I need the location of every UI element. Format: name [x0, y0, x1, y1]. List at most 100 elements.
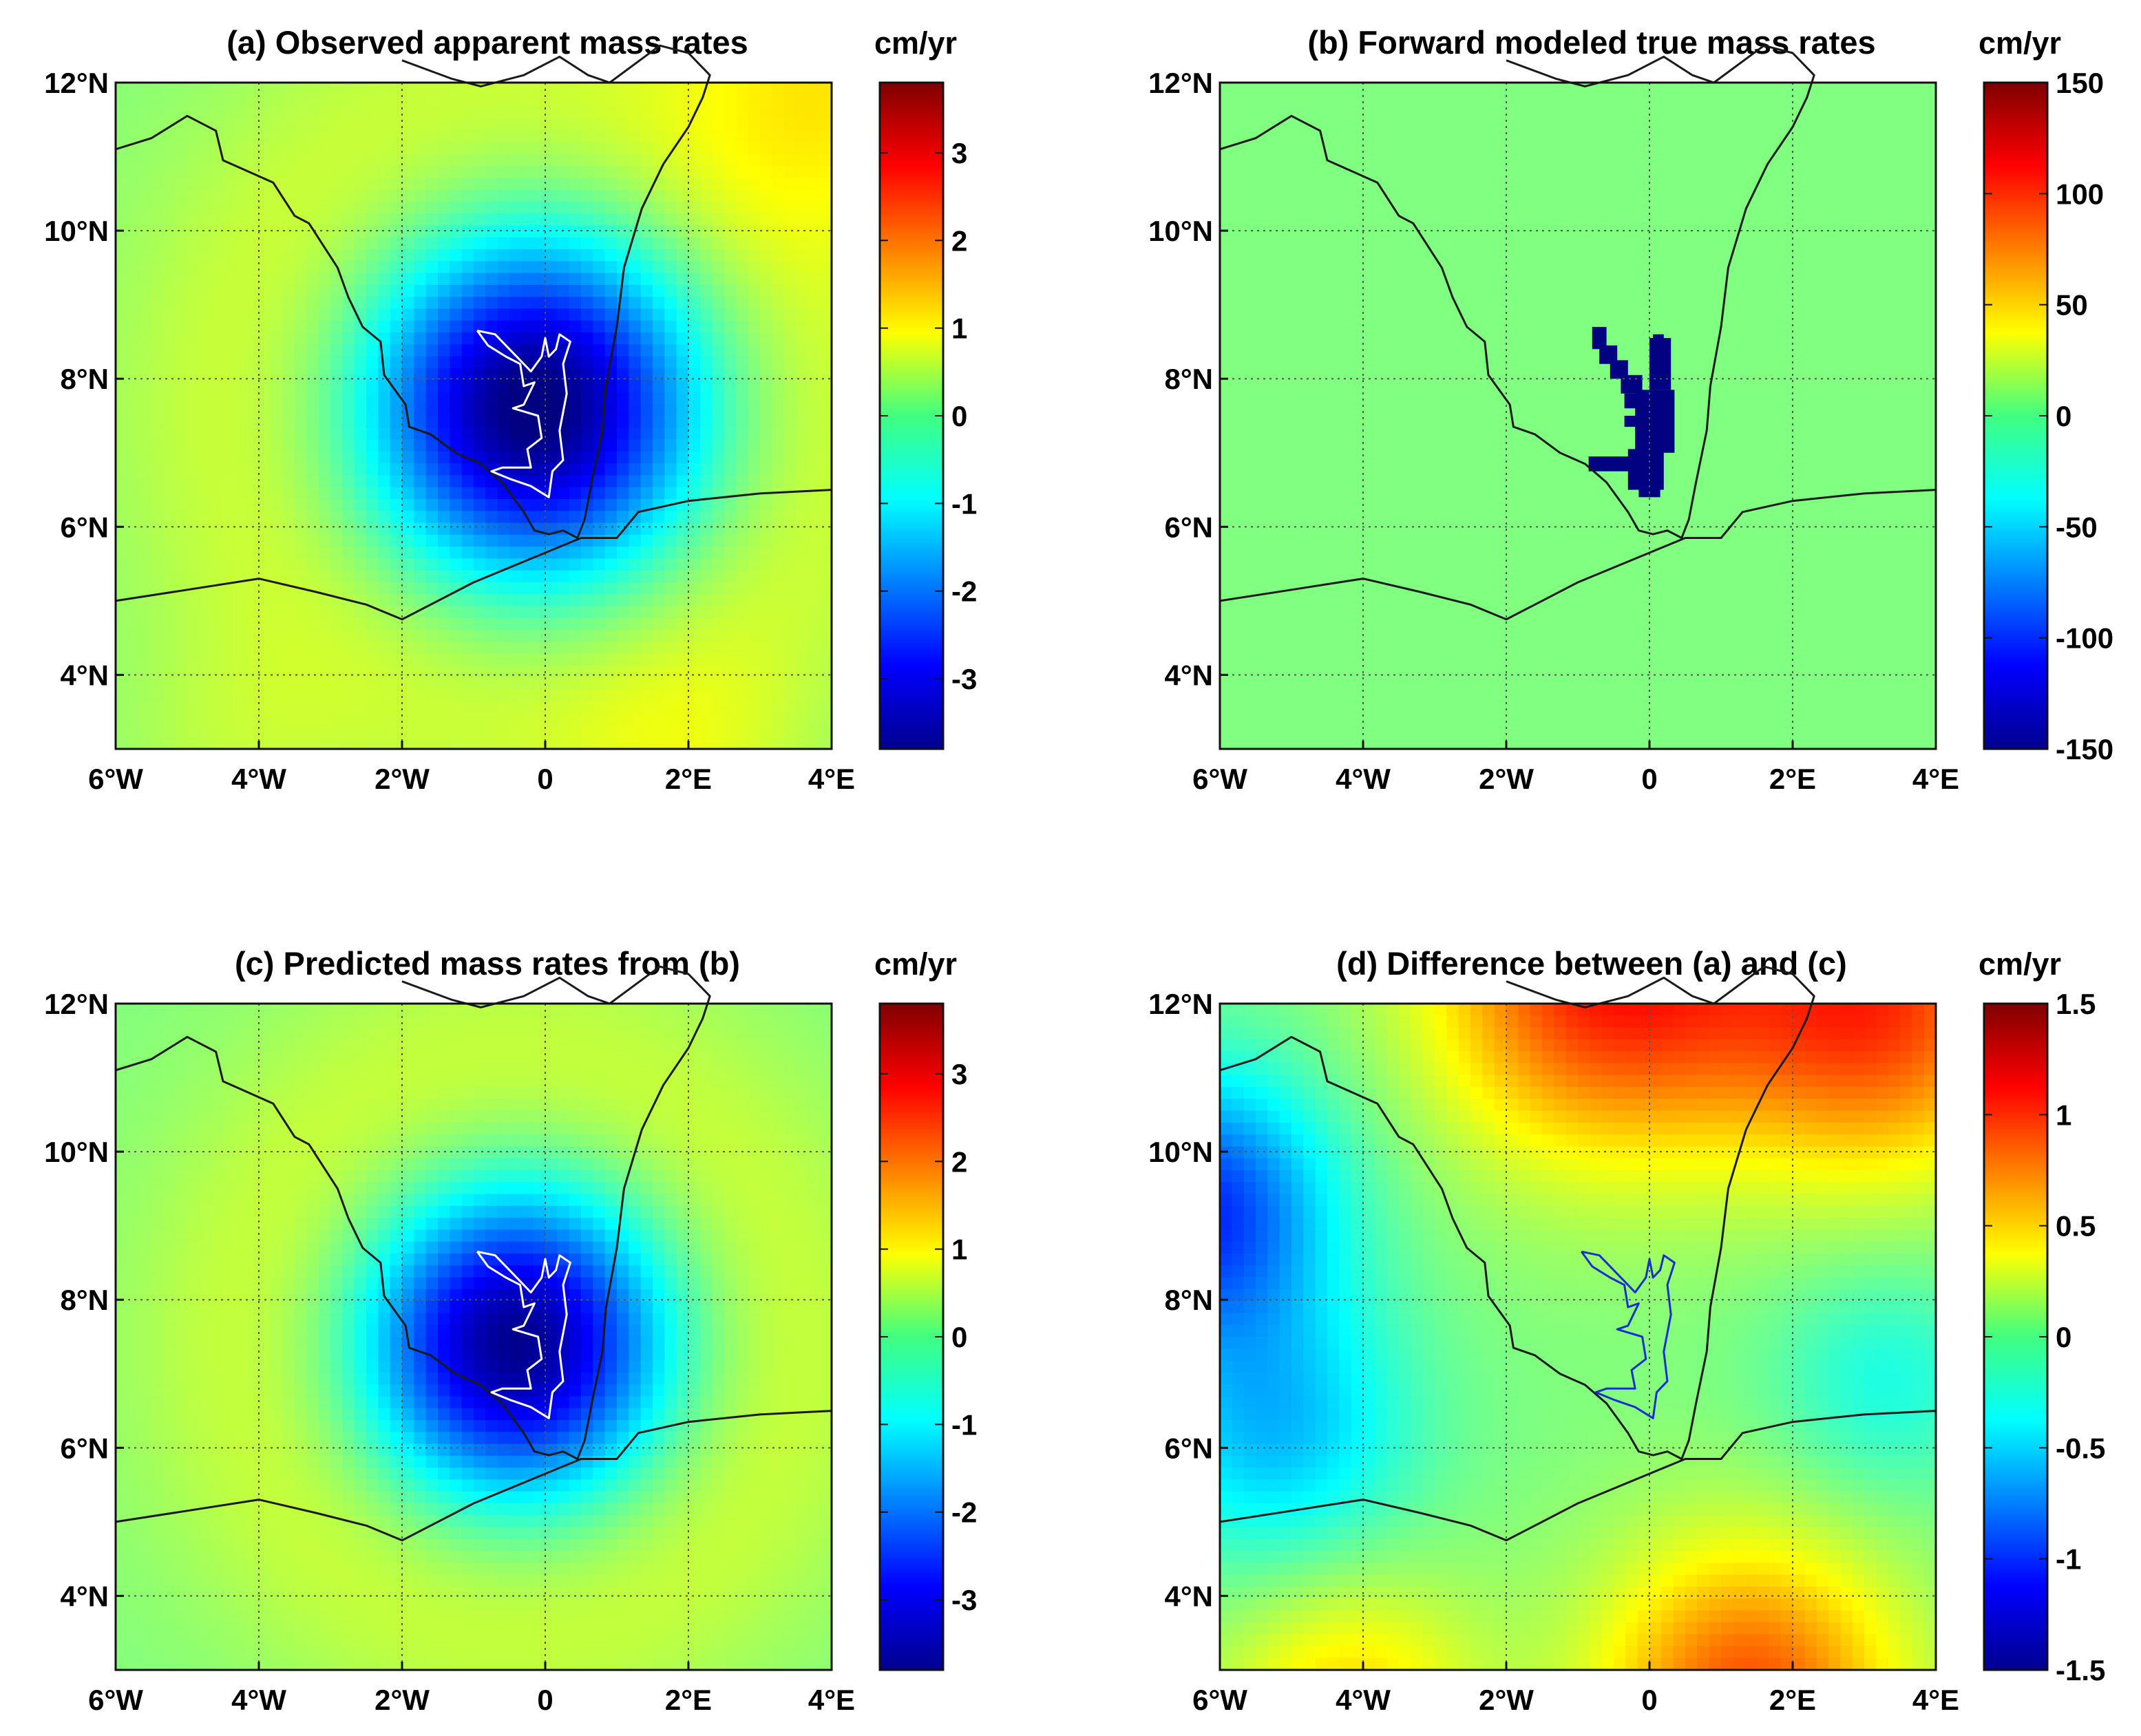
heatmap-cell [819, 284, 832, 297]
heatmap-cell [557, 677, 570, 690]
heatmap-cell [1220, 94, 1232, 107]
heatmap-cell [724, 308, 737, 321]
heatmap-cell [1327, 558, 1340, 571]
heatmap-cell [246, 689, 260, 702]
heatmap-cell [664, 487, 677, 500]
heatmap-cell [1494, 189, 1507, 202]
heatmap-cell [748, 154, 761, 167]
heatmap-cell [1267, 416, 1280, 428]
heatmap-cell [318, 142, 331, 155]
heatmap-cell [617, 606, 629, 619]
heatmap-cell [211, 178, 224, 191]
heatmap-cell [497, 320, 510, 333]
heatmap-cell [306, 344, 319, 357]
heatmap-cell [259, 403, 271, 416]
heatmap-cell [246, 356, 260, 369]
heatmap-cell [474, 666, 486, 678]
heatmap-cell [593, 487, 606, 500]
heatmap-cell [318, 94, 331, 107]
heatmap-cell [1327, 392, 1340, 405]
heatmap-cell [772, 130, 785, 143]
heatmap-cell [1518, 653, 1531, 666]
heatmap-cell [581, 725, 593, 738]
heatmap-cell [1542, 427, 1554, 441]
heatmap-cell [700, 439, 713, 452]
heatmap-cell [1375, 392, 1388, 405]
heatmap-cell [640, 570, 653, 583]
heatmap-cell [306, 522, 319, 536]
heatmap-cell [1411, 511, 1424, 524]
heatmap-cell [1243, 320, 1256, 333]
heatmap-cell [1482, 213, 1495, 226]
heatmap-cell [1291, 594, 1304, 607]
heatmap-cell [366, 94, 379, 107]
heatmap-cell [1327, 547, 1340, 560]
heatmap-cell [808, 475, 821, 488]
heatmap-cell [497, 308, 510, 321]
heatmap-cell [617, 94, 629, 107]
heatmap-cell [808, 427, 821, 441]
heatmap-cell [330, 213, 343, 226]
heatmap-cell [604, 380, 618, 393]
heatmap-cell [116, 451, 128, 464]
heatmap-cell [390, 106, 403, 119]
heatmap-cell [1530, 594, 1543, 607]
heatmap-cell [760, 356, 772, 369]
heatmap-cell [402, 427, 414, 441]
heatmap-cell [1327, 142, 1340, 155]
heatmap-cell [783, 416, 797, 428]
heatmap-cell [796, 642, 808, 655]
heatmap-cell [796, 630, 808, 643]
heatmap-cell [736, 392, 749, 405]
heatmap-cell [402, 547, 414, 560]
heatmap-cell [1411, 106, 1424, 119]
heatmap-cell [1351, 713, 1364, 726]
heatmap-cell [330, 737, 343, 750]
heatmap-cell [151, 630, 164, 643]
heatmap-cell [1435, 547, 1447, 560]
heatmap-cell [1291, 297, 1304, 310]
heatmap-cell [271, 522, 284, 536]
heatmap-cell [1530, 439, 1543, 452]
heatmap-cell [1542, 511, 1554, 524]
heatmap-cell [1399, 320, 1411, 333]
heatmap-cell [772, 630, 785, 643]
heatmap-cell [1315, 713, 1328, 726]
heatmap-cell [760, 392, 772, 405]
heatmap-cell [1363, 261, 1375, 274]
heatmap-cell [1482, 522, 1495, 536]
heatmap-cell [223, 582, 235, 595]
heatmap-cell [712, 594, 725, 607]
heatmap-cell [246, 332, 260, 345]
heatmap-cell [223, 511, 235, 524]
heatmap-cell [1243, 94, 1256, 107]
heatmap-cell [378, 249, 391, 262]
heatmap-cell [425, 297, 439, 310]
heatmap-cell [604, 118, 618, 131]
heatmap-cell [330, 463, 343, 476]
heatmap-cell [246, 261, 260, 274]
heatmap-cell [808, 284, 821, 297]
heatmap-cell [163, 666, 176, 678]
heatmap-cell [438, 344, 450, 357]
heatmap-cell [724, 594, 737, 607]
heatmap-cell [1458, 154, 1471, 167]
heatmap-cell [1363, 237, 1375, 250]
colorbar-tick-label: 0 [951, 400, 967, 432]
heatmap-cell [664, 427, 677, 441]
heatmap-cell [760, 475, 772, 488]
heatmap-cell [1411, 403, 1424, 416]
heatmap-cell [306, 142, 319, 155]
heatmap-cell [318, 737, 331, 750]
heatmap-cell [378, 617, 391, 631]
heatmap-cell [1339, 594, 1352, 607]
heatmap-cell [318, 356, 331, 369]
heatmap-cell [545, 725, 558, 738]
heatmap-cell [497, 522, 510, 536]
heatmap-cell [653, 439, 665, 452]
heatmap-cell [366, 499, 379, 511]
heatmap-cell [1386, 273, 1400, 286]
heatmap-cell [748, 475, 761, 488]
heatmap-cell [139, 475, 152, 488]
heatmap-cell [783, 130, 797, 143]
